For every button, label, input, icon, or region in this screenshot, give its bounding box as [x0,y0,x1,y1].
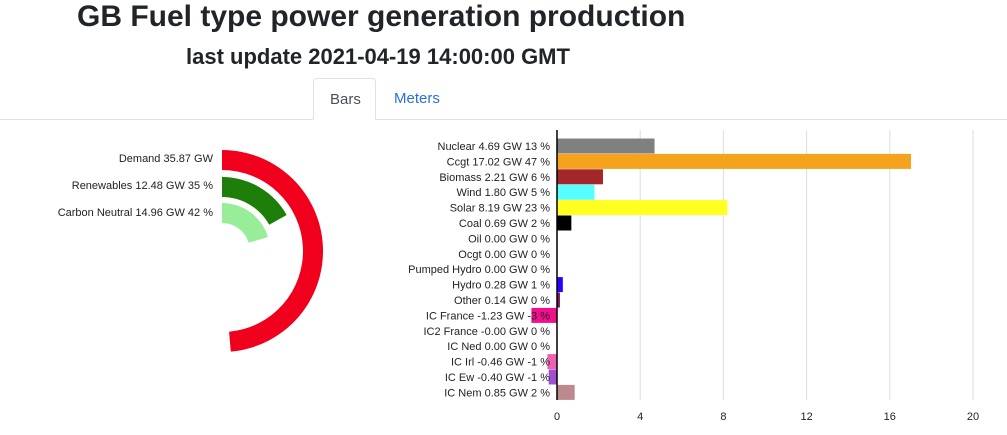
bar-category-label: IC2 France -0.00 GW 0 % [423,326,550,338]
bar-category-label: Ocgt 0.00 GW 0 % [458,249,550,261]
bar-category-label: Wind 1.80 GW 5 % [456,187,550,199]
x-tick-label: 4 [637,411,643,423]
x-tick-label: 8 [720,411,726,423]
x-tick-label: 0 [554,411,560,423]
bar [557,384,575,400]
bar-category-label: IC Ned 0.00 GW 0 % [447,341,550,353]
bar-category-label: Hydro 0.28 GW 1 % [452,280,550,292]
bar [557,138,655,154]
radial-bar-1 [222,177,287,225]
bar [548,369,557,385]
bar-category-label: IC Nem 0.85 GW 2 % [444,387,550,399]
bar-category-label: IC France -1.23 GW -3 % [426,310,550,322]
bar-category-label: Coal 0.69 GW 2 % [459,218,550,230]
last-update-subtitle: last update 2021-04-19 14:00:00 GMT [186,44,570,69]
bar [557,169,603,185]
tab-bars[interactable]: Bars [313,78,376,120]
tab-bar: Bars Meters [0,78,1007,120]
bar [531,307,557,323]
page-title: GB Fuel type power generation production [77,0,686,33]
bar-category-label: Biomass 2.21 GW 6 % [439,172,550,184]
radial-bar-2 [222,203,268,243]
bar [557,215,572,231]
x-tick-label: 20 [967,411,979,423]
bar [557,153,912,169]
bar-category-label: IC Ew -0.40 GW -1 % [445,372,550,384]
bar-category-label: Oil 0.00 GW 0 % [468,233,550,245]
radial-label-1: Renewables 12.48 GW 35 % [72,180,213,192]
radial-bar-0 [222,150,323,352]
bar-category-label: Nuclear 4.69 GW 13 % [438,141,551,153]
bar [557,277,563,293]
bar [547,354,557,370]
bar-category-label: Pumped Hydro 0.00 GW 0 % [408,264,550,276]
bar-category-label: Solar 8.19 GW 23 % [450,203,550,215]
x-tick-label: 16 [884,411,896,423]
bar-category-label: IC Irl -0.46 GW -1 % [451,357,550,369]
bar [557,200,728,216]
bar-category-label: Other 0.14 GW 0 % [454,295,550,307]
tab-meters[interactable]: Meters [394,90,440,107]
x-tick-label: 12 [800,411,812,423]
radial-label-0: Demand 35.87 GW [119,153,214,165]
bar [557,292,560,308]
bar-category-label: Ccgt 17.02 GW 47 % [447,156,551,168]
bar [557,184,595,200]
radial-label-2: Carbon Neutral 14.96 GW 42 % [58,207,214,219]
